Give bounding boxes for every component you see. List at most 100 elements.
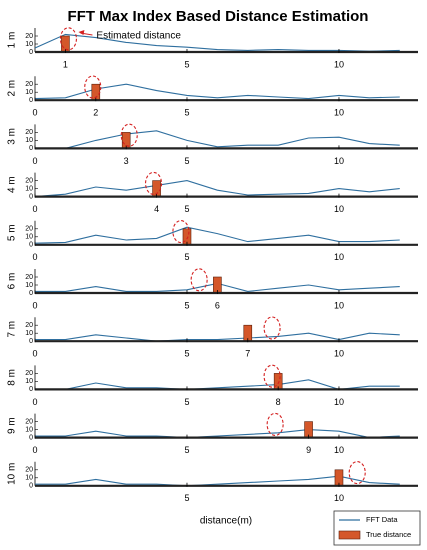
legend-label: True distance: [366, 530, 411, 539]
y-tick-label: 0: [29, 97, 33, 104]
estimate-marker: [144, 171, 163, 195]
y-tick-label: 20: [25, 418, 33, 425]
x-tick-label: 5: [184, 397, 189, 407]
x-tick-label: 10: [334, 252, 344, 262]
x-tick-label: 10: [334, 300, 344, 310]
y-axis-label: 7 m: [7, 321, 18, 338]
fft-line: [34, 33, 400, 52]
x-tick-label: 5: [184, 445, 189, 455]
fft-line: [35, 475, 400, 487]
fft-line: [34, 83, 400, 100]
x-tick-label: 5: [184, 108, 189, 118]
x-tick-label: 10: [334, 397, 344, 407]
x-tick-label: 7: [245, 349, 250, 359]
x-tick-label: 5: [184, 300, 189, 310]
x-tick-label: 5: [184, 349, 189, 359]
y-axis-label: 8 m: [7, 369, 18, 386]
fft-line: [34, 226, 400, 244]
y-axis-label: 3 m: [7, 128, 18, 145]
y-tick-label: 0: [29, 483, 33, 490]
x-tick-label: 3: [124, 156, 129, 166]
x-tick-label: 0: [32, 252, 37, 262]
y-tick-label: 10: [25, 475, 33, 482]
chart-title: FFT Max Index Based Distance Estimation: [68, 8, 369, 25]
y-tick-label: 20: [25, 81, 33, 88]
x-tick-label: 5: [184, 59, 189, 69]
y-tick-label: 20: [25, 370, 33, 377]
x-tick-label: 0: [32, 397, 37, 407]
y-tick-label: 10: [25, 137, 33, 144]
fft-line: [35, 429, 400, 439]
y-tick-label: 20: [25, 322, 33, 329]
y-tick-label: 10: [25, 234, 33, 241]
y-tick-label: 10: [25, 282, 33, 289]
estimate-marker: [172, 220, 190, 244]
x-tick-label: 10: [334, 493, 344, 503]
x-tick-label: 1: [63, 59, 68, 69]
x-tick-label: 9: [306, 445, 311, 455]
annotation-arrowhead: [78, 30, 85, 35]
y-tick-label: 20: [25, 129, 33, 136]
x-tick-label: 10: [334, 156, 344, 166]
y-tick-label: 20: [25, 274, 33, 281]
y-axis-label: 4 m: [7, 176, 18, 193]
x-tick-label: 10: [334, 108, 344, 118]
x-tick-label: 0: [32, 349, 37, 359]
annotation: Estimated distance: [96, 31, 181, 42]
y-tick-label: 20: [25, 467, 33, 474]
estimate-marker: [120, 123, 138, 147]
estimate-marker: [348, 461, 366, 485]
x-tick-label: 0: [32, 204, 37, 214]
y-tick-label: 10: [25, 89, 33, 96]
y-tick-label: 0: [29, 290, 33, 297]
fft-line: [35, 379, 400, 390]
estimate-marker: [263, 316, 281, 340]
y-tick-label: 0: [29, 145, 33, 152]
estimate-marker: [84, 75, 102, 99]
y-tick-label: 10: [25, 41, 33, 48]
y-tick-label: 0: [29, 49, 33, 56]
fft-line: [34, 180, 400, 198]
y-tick-label: 10: [25, 378, 33, 385]
estimate-marker: [263, 364, 281, 388]
y-tick-label: 10: [25, 426, 33, 433]
legend-box: [333, 510, 421, 546]
x-tick-label: 5: [184, 493, 189, 503]
x-tick-label: 0: [32, 156, 37, 166]
x-tick-label: 10: [334, 204, 344, 214]
y-tick-label: 20: [25, 226, 33, 233]
legend-swatch-bar: [338, 530, 361, 540]
y-axis-label: 6 m: [7, 273, 18, 290]
x-tick-label: 2: [93, 108, 98, 118]
y-tick-label: 20: [25, 33, 33, 40]
legend-label: FFT Data: [366, 515, 398, 524]
x-tick-label: 5: [184, 156, 189, 166]
y-axis-label: 2 m: [7, 80, 18, 97]
y-axis-label: 5 m: [7, 224, 18, 241]
y-tick-label: 0: [29, 338, 33, 345]
x-axis-label: distance(m): [200, 516, 252, 527]
y-tick-label: 10: [25, 330, 33, 337]
y-axis-label: 1 m: [7, 32, 18, 49]
fft-line: [35, 130, 400, 149]
x-tick-label: 5: [184, 204, 189, 214]
x-tick-label: 10: [334, 445, 344, 455]
estimate-marker: [266, 412, 284, 436]
x-tick-label: 10: [334, 59, 344, 69]
y-tick-label: 0: [29, 386, 33, 393]
y-tick-label: 0: [29, 193, 33, 200]
x-tick-label: 4: [154, 204, 159, 214]
x-tick-label: 10: [334, 349, 344, 359]
y-tick-label: 20: [25, 177, 33, 184]
x-tick-label: 6: [215, 300, 220, 310]
x-tick-label: 8: [276, 397, 281, 407]
x-tick-label: 0: [32, 108, 37, 118]
x-tick-label: 0: [32, 300, 37, 310]
estimate-marker: [59, 27, 77, 51]
y-axis-label: 9 m: [7, 417, 18, 434]
y-tick-label: 0: [29, 434, 33, 441]
y-axis-label: 10 m: [7, 463, 18, 485]
estimate-marker: [190, 268, 208, 292]
x-tick-label: 5: [184, 252, 189, 262]
